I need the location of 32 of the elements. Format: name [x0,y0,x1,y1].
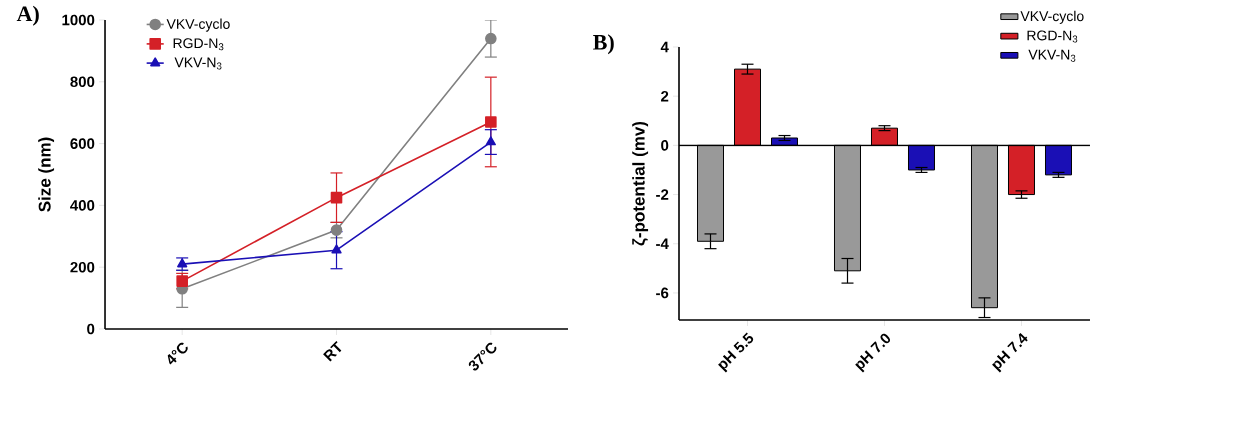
point [485,32,497,45]
legend-label: VKV-N$_{3}$ [1028,49,1076,62]
y-tick-label: 1000 [62,14,95,26]
y-tick-label: 2 [661,90,669,102]
y-axis-title: Size (nm) [38,137,55,212]
point [485,136,496,146]
point [331,244,342,254]
y-tick-label: 400 [70,200,95,211]
y-tick-label: -6 [656,287,669,299]
y-tick-label: 800 [70,76,95,88]
legend-label: VKV-N$_{3}$ [174,57,222,70]
legend-label: RGD-N$_{3}$ [173,38,224,51]
x-tick-label: pH 7.4 [992,332,1028,373]
chart-title: B) [593,34,614,55]
y-tick-label: 0 [87,323,95,335]
y-tick-label: 0 [661,140,669,151]
y-axis-title: ζ-potential (mv) [632,121,649,246]
y-tick-label: 600 [70,138,95,149]
y-tick-label: -2 [656,189,669,200]
legend-label: VKV-cyclo [166,18,230,32]
y-tick-label: -4 [656,238,669,249]
point [330,191,343,204]
x-tick-label: pH 5.5 [718,332,754,373]
legend-label: RGD-N$_{3}$ [1027,30,1078,43]
legend-label: VKV-cyclo [1020,10,1084,24]
chart-title: A) [16,5,39,26]
point [485,116,497,128]
x-tick-label: pH 7.0 [855,333,891,373]
x-tick-label: 4°C [167,342,188,365]
y-tick-label: 200 [70,261,95,273]
y-tick-label: 4 [660,41,669,53]
x-tick-label: RT [323,340,342,362]
